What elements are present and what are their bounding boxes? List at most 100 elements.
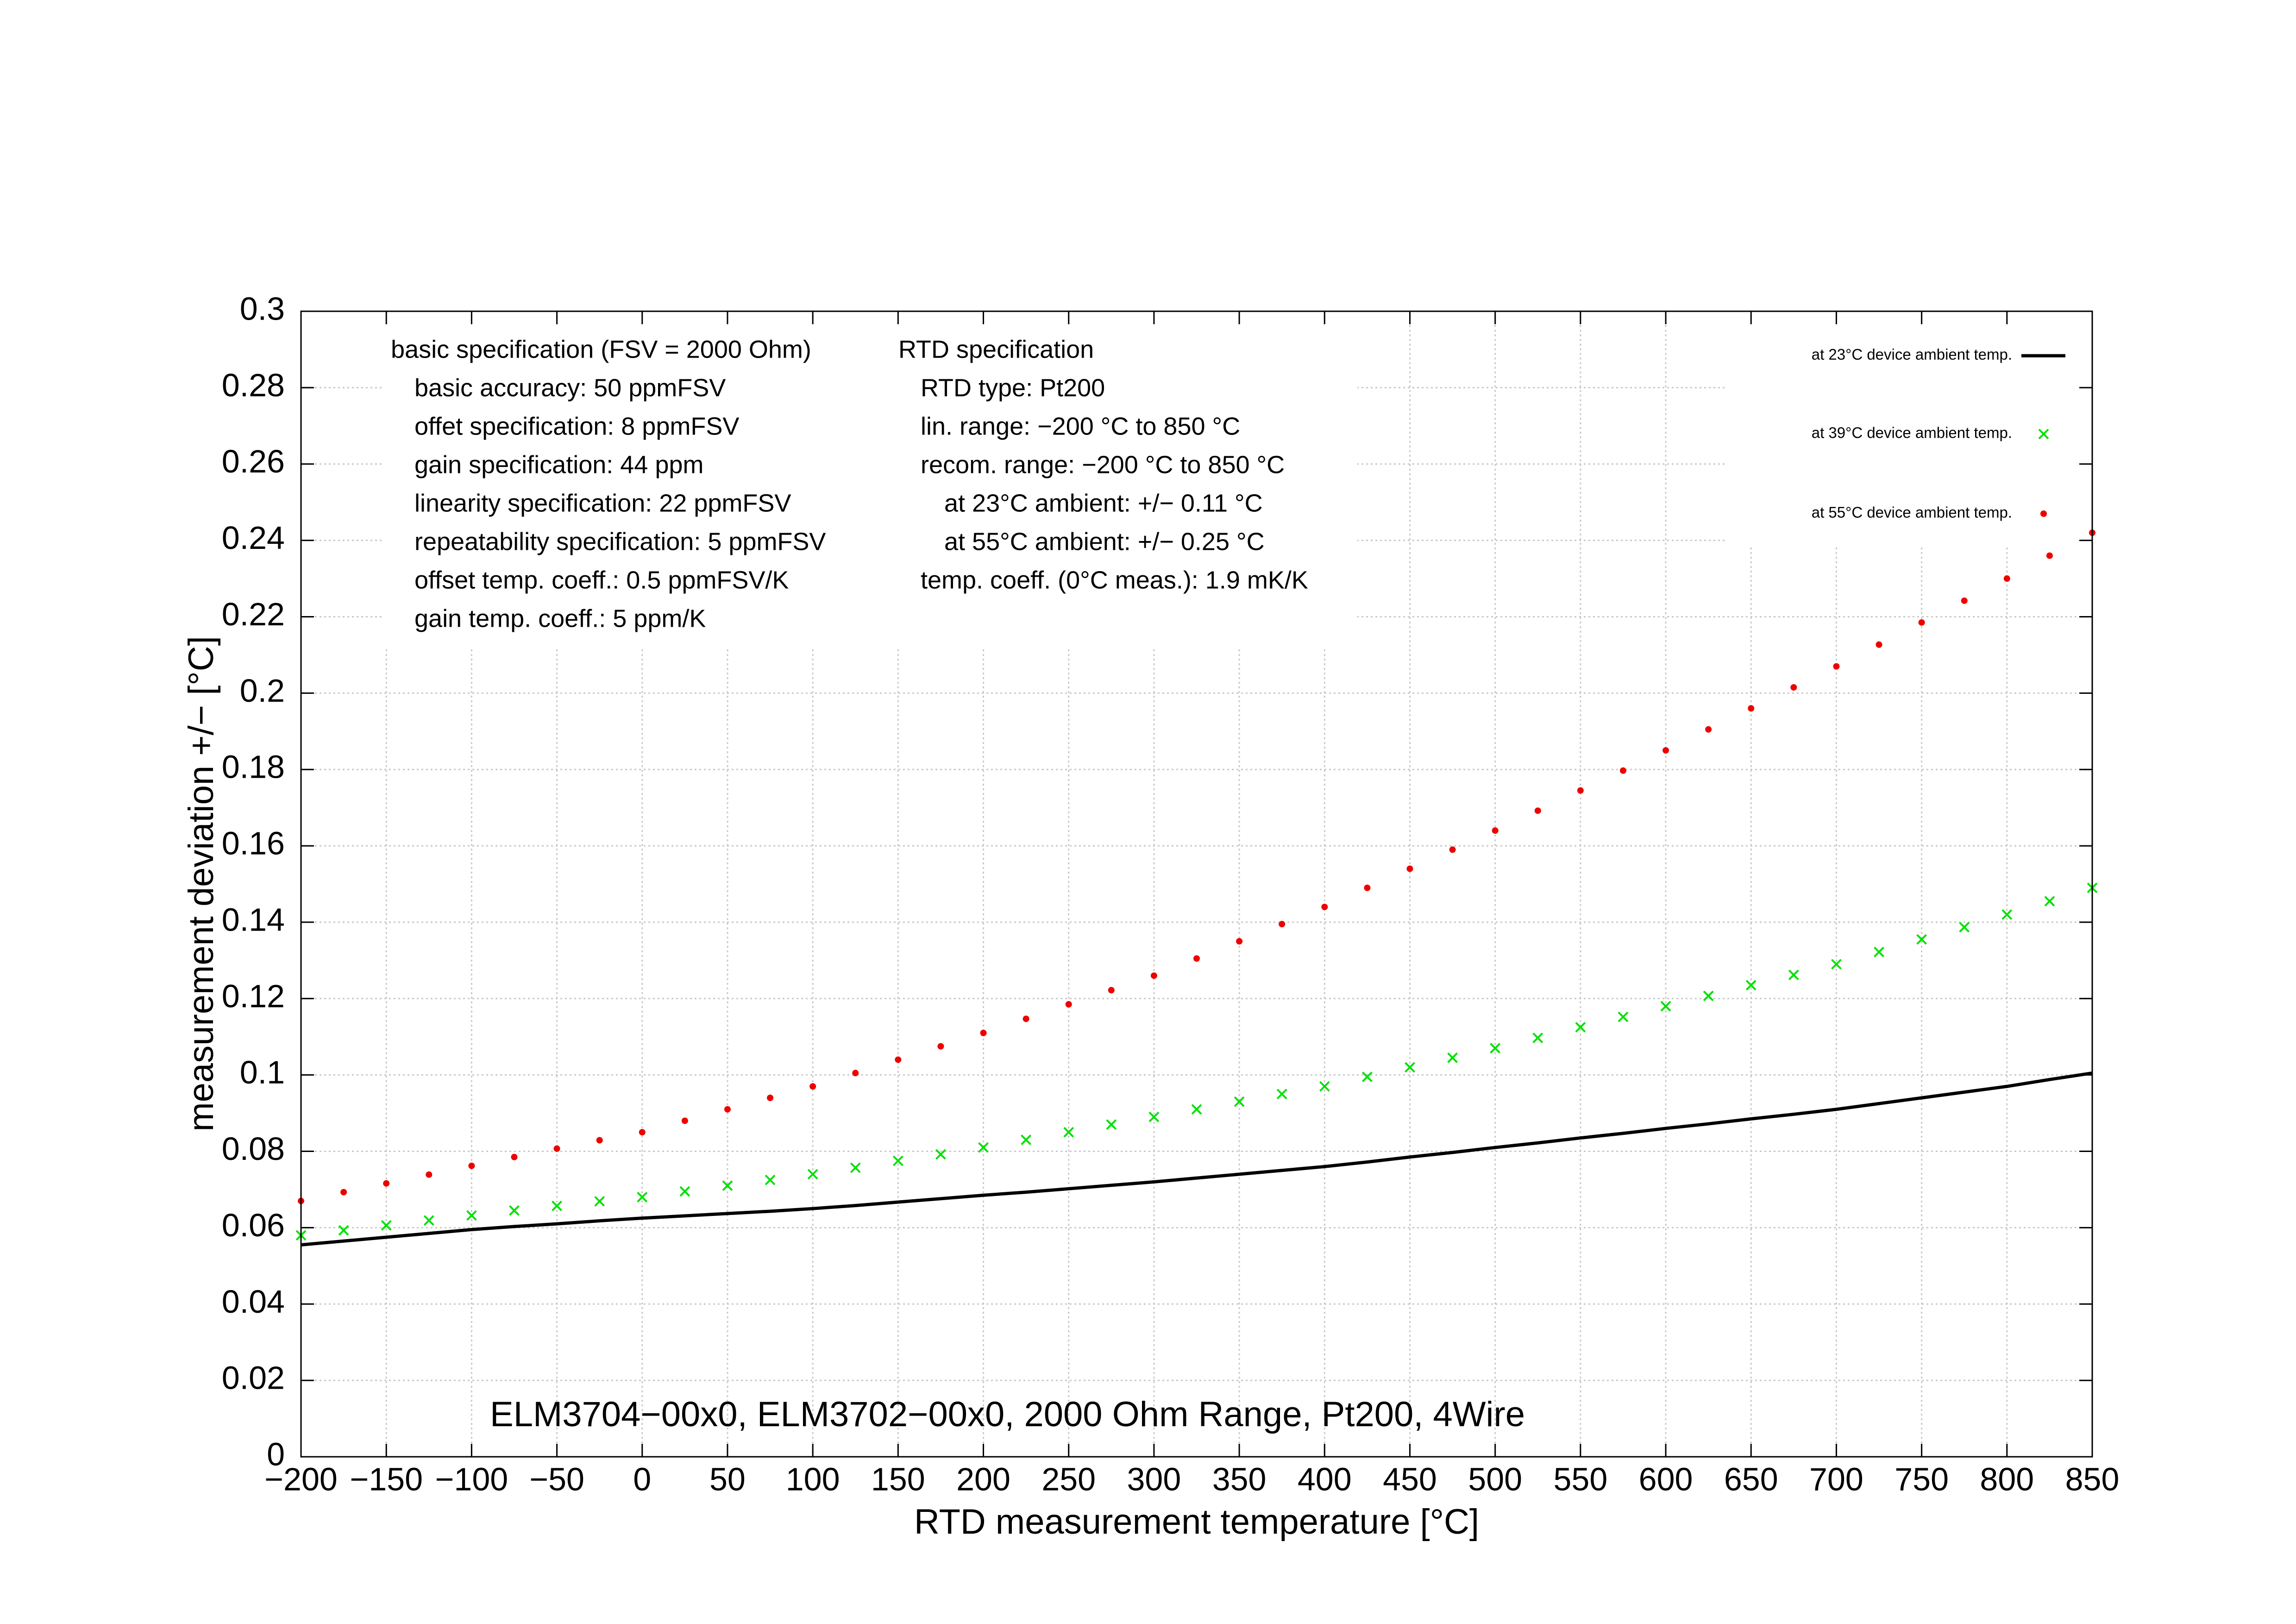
cross-marker [679, 1186, 690, 1197]
annotation-line: linearity specification: 22 ppmFSV [414, 489, 791, 517]
legend-swatch [2040, 510, 2047, 517]
dot-marker [1236, 938, 1243, 945]
x-tick-label: 750 [1895, 1461, 1949, 1497]
dot-marker [2046, 552, 2053, 559]
y-tick-label: 0.16 [222, 825, 285, 862]
dot-marker [937, 1043, 944, 1050]
cross-marker [850, 1162, 861, 1173]
cross-marker [1703, 990, 1714, 1001]
cross-marker [765, 1174, 776, 1185]
x-tick-label: 150 [871, 1461, 925, 1497]
y-tick-label: 0.26 [222, 443, 285, 479]
cross-marker [1532, 1032, 1543, 1044]
cross-marker [1490, 1043, 1501, 1054]
x-tick-label: 0 [633, 1461, 651, 1497]
cross-marker [1660, 1001, 1671, 1012]
annotation-line: RTD type: Pt200 [921, 374, 1105, 402]
annotation-line: offet specification: 8 ppmFSV [414, 412, 739, 440]
x-tick-label: 700 [1809, 1461, 1863, 1497]
dot-marker [1364, 884, 1371, 891]
dot-marker [1321, 903, 1328, 910]
cross-marker [1618, 1011, 1629, 1022]
cross-marker [423, 1215, 434, 1226]
x-tick-label: 300 [1127, 1461, 1181, 1497]
y-tick-label: 0.24 [222, 520, 285, 556]
cross-marker [1874, 946, 1884, 957]
dot-marker [852, 1070, 859, 1076]
annotation-line: lin. range: −200 °C to 850 °C [921, 412, 1240, 440]
series-line [301, 1071, 2093, 1246]
cross-marker [1361, 1071, 1373, 1083]
annotation-title: RTD specification [898, 335, 1094, 363]
dot-marker [1023, 1015, 1029, 1022]
dot-marker [1705, 726, 1712, 733]
x-tick-label: −200 [264, 1461, 338, 1497]
dot-marker [1961, 597, 1968, 604]
y-axis-label: measurement deviation +/− [°C] [182, 636, 221, 1132]
x-tick-label: −100 [435, 1461, 508, 1497]
x-tick-label: −50 [529, 1461, 584, 1497]
cross-marker [509, 1205, 520, 1216]
cross-marker [594, 1196, 605, 1207]
annotation-line: offset temp. coeff.: 0.5 ppmFSV/K [414, 566, 789, 594]
cross-marker [552, 1200, 562, 1211]
dot-marker [1279, 921, 1286, 928]
cross-marker [807, 1169, 818, 1180]
cross-marker [1405, 1062, 1415, 1073]
annotation-background [383, 317, 1357, 649]
dot-marker [1918, 619, 1925, 626]
cross-marker [381, 1220, 392, 1231]
plot-area [295, 310, 2098, 1458]
dot-marker [596, 1137, 603, 1144]
dot-marker [639, 1129, 646, 1136]
dot-marker [1193, 955, 1200, 962]
dot-marker [980, 1029, 987, 1036]
dot-marker [511, 1153, 518, 1160]
chart-title: ELM3704−00x0, ELM3702−00x0, 2000 Ohm Ran… [490, 1395, 1525, 1434]
dot-marker [1833, 663, 1840, 670]
x-tick-label: 650 [1724, 1461, 1778, 1497]
y-tick-label: 0.18 [222, 749, 285, 785]
cross-marker [1959, 922, 1970, 933]
cross-marker [892, 1155, 903, 1166]
y-tick-label: 0.1 [240, 1054, 285, 1090]
y-tick-label: 0.08 [222, 1131, 285, 1167]
cross-marker [1831, 959, 1842, 970]
cross-marker [338, 1225, 349, 1236]
x-tick-label: 400 [1298, 1461, 1352, 1497]
y-tick-label: 0.2 [240, 673, 285, 709]
dot-marker [681, 1117, 688, 1124]
cross-marker [2044, 896, 2055, 907]
annotation-line: gain specification: 44 ppm [414, 451, 703, 478]
dot-marker [1577, 787, 1584, 794]
dot-marker [426, 1171, 433, 1178]
x-tick-label: 100 [786, 1461, 840, 1497]
dot-marker [1876, 641, 1882, 648]
dot-marker [1406, 865, 1413, 872]
x-tick-label: 600 [1639, 1461, 1693, 1497]
dot-marker [1449, 846, 1456, 853]
dot-marker [724, 1106, 731, 1113]
cross-marker [1148, 1111, 1160, 1122]
annotation-line: temp. coeff. (0°C meas.): 1.9 mK/K [921, 566, 1308, 594]
dot-marker [1748, 705, 1755, 712]
annotation-line: gain temp. coeff.: 5 ppm/K [414, 604, 706, 632]
y-tick-label: 0.04 [222, 1284, 285, 1320]
x-tick-label: 500 [1468, 1461, 1522, 1497]
dot-marker [767, 1095, 774, 1102]
annotation-title: basic specification (FSV = 2000 Ohm) [391, 335, 811, 363]
dot-marker [1534, 807, 1541, 814]
y-tick-label: 0.28 [222, 367, 285, 403]
cross-marker [935, 1149, 946, 1160]
annotation-line: recom. range: −200 °C to 850 °C [921, 451, 1285, 478]
cross-marker [978, 1142, 989, 1153]
dot-marker [1108, 987, 1115, 994]
dot-marker [468, 1162, 475, 1169]
x-tick-label: 800 [1980, 1461, 2034, 1497]
dot-marker [1790, 684, 1797, 691]
x-tick-label: 200 [956, 1461, 1010, 1497]
cross-marker [1276, 1089, 1287, 1100]
y-tick-label: 0.3 [240, 290, 285, 327]
